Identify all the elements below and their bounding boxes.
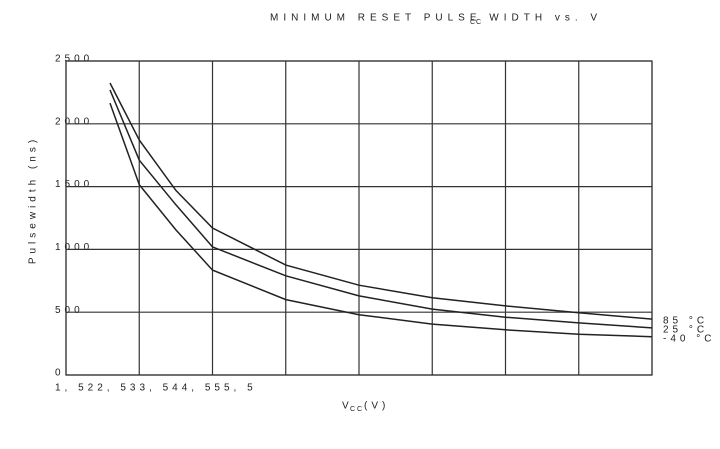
chart-title: MINIMUM RESET PULSE WIDTH vs. V — [270, 13, 602, 24]
legend-label: -40 °C — [663, 333, 715, 344]
y-tick-label: 0 — [55, 368, 65, 379]
x-axis-unit: (V) — [364, 401, 389, 412]
legend-label: 25 °C — [663, 325, 708, 336]
y-tick-label: 500 — [55, 305, 84, 316]
y-axis-label: Pulsewidth (ns) — [28, 136, 39, 264]
x-axis-label-subscript: CC — [350, 406, 364, 413]
x-axis-label: V — [342, 401, 349, 412]
legend-label: 85 °C — [663, 316, 708, 327]
series-line — [109, 102, 653, 338]
series-line — [109, 82, 653, 320]
series-line — [109, 89, 653, 329]
y-tick-label: 2000 — [55, 116, 93, 127]
y-tick-label: 2500 — [55, 54, 93, 65]
y-tick-label: 1500 — [55, 179, 93, 190]
y-tick-label: 1000 — [55, 242, 93, 253]
x-tick-labels: 1, 522, 533, 544, 555, 5 — [55, 383, 257, 394]
title-subscript: CC — [470, 19, 482, 26]
